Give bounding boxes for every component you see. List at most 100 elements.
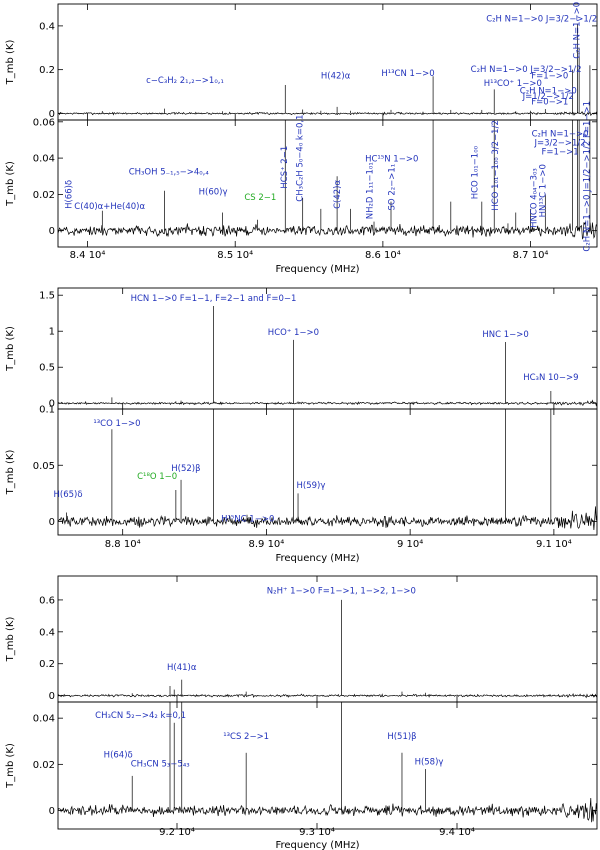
- x-tick-label: 8.5 10⁴: [217, 250, 253, 261]
- panel-frame: [57, 701, 598, 830]
- line-annotation: N₂H⁺ 1−>0 F=1−>1, 1−>2, 1−>0: [267, 587, 416, 597]
- line-annotation: HCO 1₀₁−1₀₀: [470, 145, 480, 199]
- y-axis-label: T_mb (K): [5, 40, 16, 86]
- x-axis-label: Frequency (MHz): [275, 553, 359, 564]
- line-annotation: H(41)α: [167, 663, 197, 673]
- line-annotation: HNCO 4₀₄−3₀₃: [529, 168, 539, 228]
- y-tick-label: 0.2: [39, 659, 55, 670]
- y-tick-label: 1.5: [39, 291, 55, 302]
- line-annotation: CH₃OH 5₋₁,₅−>4₀,₄: [129, 167, 210, 177]
- line-annotation: C(42)α: [333, 180, 343, 209]
- y-axis-label: T_mb (K): [5, 617, 16, 663]
- y-tick-label: 0.04: [33, 714, 55, 725]
- line-annotation: C(40)α+He(40)α: [74, 202, 145, 212]
- y-tick-label: 0.1: [39, 405, 55, 416]
- line-annotation: HCS⁺ 2−1: [280, 146, 290, 189]
- line-annotation: C₂H N=1−>0: [572, 2, 582, 59]
- spectrum-noise-trace: [58, 399, 597, 407]
- line-annotation: F=1−>0: [531, 71, 568, 81]
- line-annotation: J=3/2−>1/2: [533, 138, 585, 148]
- line-annotation: HC₃N 10−>9: [523, 373, 578, 383]
- spectrum-noise-trace: [58, 506, 597, 531]
- y-tick-label: 0.2: [39, 65, 55, 76]
- panel-3-top: 0 0.2 0.4 0.6 T_mb (K) N₂H⁺ 1−>0 F=1−>1, 1−>2…: [5, 575, 598, 703]
- line-annotation: H(60)γ: [199, 187, 228, 197]
- line-annotation: HCO⁺ 1−>0: [268, 328, 319, 338]
- x-tick-label: 9.1 10⁴: [536, 539, 572, 550]
- y-axis-label: T_mb (K): [5, 326, 16, 372]
- y-tick-label: 0.02: [33, 760, 55, 771]
- line-annotation: HCO 1₀₁−1₀₀ 3/2−1/2: [491, 120, 501, 210]
- line-annotation: c−C₃H₂ 2₁,₂−>1₀,₁: [146, 76, 224, 86]
- panel-1-top: 0 0.2 0.4 T_mb (K) C₂H N=1−>0 J=3/2−>1/2 F=2…: [5, 2, 600, 121]
- x-tick-label: 9.4 10⁴: [439, 827, 475, 838]
- line-annotation: H¹³CO⁺ 1−>0: [484, 79, 542, 89]
- line-annotation: H¹³CN 1−>0: [381, 69, 434, 79]
- y-tick-label: 0.04: [33, 154, 55, 165]
- panel-frame: [57, 287, 598, 410]
- spectrum-noise-trace: [58, 222, 597, 240]
- line-annotation: CH₃C₂H 5₀−4₀ k=0,1: [296, 115, 306, 202]
- spectrum-noise-trace: [58, 797, 597, 823]
- y-tick-label: 0: [49, 691, 55, 702]
- panel-2-top: 0 0.5 1 1.5 T_mb (K) HCN 1−>0 F=1−1, F=2−1 an…: [5, 287, 598, 410]
- line-annotation: HCN 1−>0 F=1−1, F=2−1 and F=0−1: [131, 294, 297, 304]
- y-axis-label: T_mb (K): [5, 450, 16, 496]
- x-tick-label: 8.7 10⁴: [513, 250, 549, 261]
- x-tick-label: 9.2 10⁴: [159, 827, 195, 838]
- line-annotation: HNC 1−>0: [482, 330, 528, 340]
- x-tick-label: 8.9 10⁴: [248, 539, 284, 550]
- spectrum-noise-trace: [58, 693, 597, 699]
- y-tick-label: 0.6: [39, 595, 55, 606]
- y-tick-label: 0.02: [33, 190, 55, 201]
- x-axis-label: Frequency (MHz): [275, 264, 359, 275]
- panel-1-bottom: 0 0.02 0.04 0.06 T_mb (K) C(40)α+He(40)αH(66)…: [5, 101, 598, 252]
- spectrum-noise-trace: [58, 111, 597, 117]
- line-annotation: H(65)δ: [54, 490, 83, 500]
- line-annotation: H(51)β: [387, 732, 416, 742]
- x-tick-label: 8.6 10⁴: [365, 250, 401, 261]
- y-tick-label: 0: [49, 806, 55, 817]
- line-annotation: CH₃CN 5₃−5₄₃: [131, 760, 190, 770]
- line-annotation: F=0−>1: [531, 98, 568, 108]
- y-tick-label: 0.05: [33, 461, 55, 472]
- line-annotation: HN¹³C 1−>0: [538, 164, 548, 217]
- line-annotation: HC¹⁵N 1−>0: [365, 155, 418, 165]
- line-annotation: H(59)γ: [297, 481, 326, 491]
- y-tick-label: 0: [49, 109, 55, 120]
- line-annotation: J=1/2−>1/2: [522, 92, 574, 102]
- line-annotation: NH₂D 1₁₁−1₀₁: [366, 162, 376, 219]
- y-tick-label: 0: [49, 399, 55, 410]
- y-tick-label: 1: [49, 327, 55, 338]
- x-tick-label: 9.3 10⁴: [299, 827, 335, 838]
- y-tick-label: 0.06: [33, 117, 55, 128]
- y-tick-label: 0.4: [39, 21, 55, 32]
- line-annotation: C¹⁸O 1−0: [137, 472, 177, 482]
- line-annotation: CS 2−1: [244, 193, 276, 203]
- y-tick-label: 0: [49, 226, 55, 237]
- line-annotation: SO 2₂−>1₁: [388, 164, 398, 211]
- x-tick-label: 9 10⁴: [397, 539, 423, 550]
- x-tick-label: 8.4 10⁴: [70, 250, 106, 261]
- line-annotation: C₂H N=1−>0 J=3/2−>1/2: [471, 65, 582, 75]
- x-axis-label: Frequency (MHz): [275, 840, 359, 850]
- y-axis-label: T_mb (K): [5, 161, 16, 207]
- line-annotation: H(64)δ: [104, 750, 133, 760]
- x-tick-label: 8.8 10⁴: [105, 539, 141, 550]
- panel-frame: [57, 119, 598, 248]
- line-annotation: ¹³CS 2−>1: [223, 732, 269, 742]
- line-annotation: C₂H N=1−>0: [520, 87, 577, 97]
- line-annotation: C₂H N=1−>0: [532, 129, 589, 139]
- line-annotation: H(58)γ: [415, 757, 444, 767]
- panel-3-bottom: 0 0.02 0.04 T_mb (K) CH₃CN 5₂−>4₂ k=0,1 H(64)…: [5, 701, 598, 830]
- line-annotation: F=1−>1: [542, 147, 579, 157]
- y-axis-label: T_mb (K): [5, 743, 16, 789]
- line-annotation: H(52)β: [171, 464, 200, 474]
- panel-frame: [57, 408, 598, 536]
- line-annotation: H¹⁵NC 1−>0: [221, 515, 274, 525]
- line-annotation: C₂H N=1−>0 J=3/2−>1/2 F=2−>1: [486, 15, 600, 25]
- y-tick-label: 0: [49, 517, 55, 528]
- y-tick-label: 0.4: [39, 627, 55, 638]
